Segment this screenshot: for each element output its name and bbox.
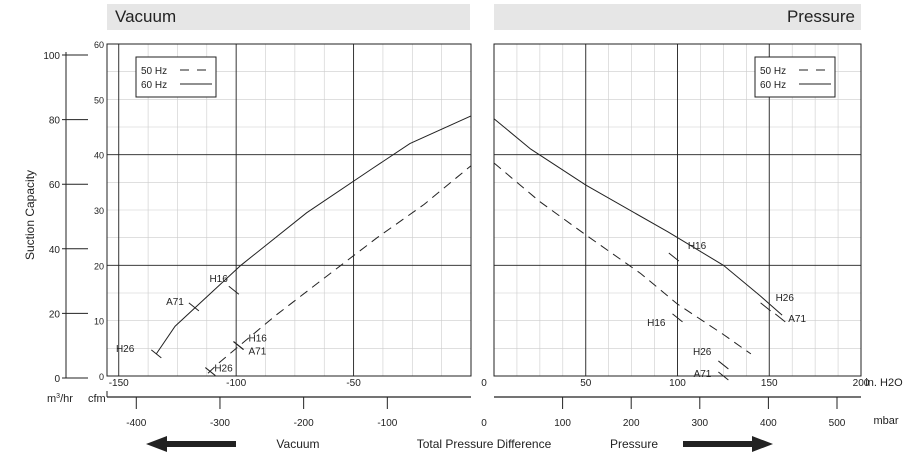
pressure-x-tick-label: 200: [853, 378, 870, 389]
vacuum-model-label: A71: [249, 347, 267, 358]
pressure-model-marker: [672, 313, 683, 323]
pressure-model-label: A71: [788, 314, 806, 325]
m3hr-tick-label: 20: [49, 309, 61, 320]
pressure-minor-grid: [494, 44, 861, 376]
pressure-model-label: H16: [688, 241, 707, 252]
m3hr-tick-label: 60: [49, 180, 61, 191]
mbar-vacuum-tick-label: -300: [210, 418, 230, 429]
vacuum-series-50hz-line: [207, 165, 472, 374]
vacuum-x-tick-label: -100: [226, 378, 246, 389]
pressure-series-60hz-line: [493, 118, 783, 316]
mbar-vacuum-tick-label: -100: [377, 418, 397, 429]
vacuum-model-marker: [233, 341, 244, 350]
axis-labels: Suction Capacity in. H2O mbar 0 0 Vacuum…: [23, 170, 903, 451]
cfm-tick-label: 20: [94, 261, 104, 271]
vacuum-plot-frame: [106, 43, 472, 377]
zero-label-in-h2o: 0: [481, 378, 487, 389]
m3hr-tick-label: 80: [49, 116, 61, 127]
pressure-legend: 50 Hz 60 Hz: [754, 56, 836, 98]
vacuum-model-marker: [205, 367, 216, 376]
m3hr-tick-label: 0: [54, 374, 60, 385]
pressure-series-50hz-line: [493, 162, 752, 355]
pressure-model-marker: [774, 313, 786, 323]
vacuum-model-marker: [188, 302, 200, 312]
vacuum-major-grid: [107, 44, 471, 376]
pressure-legend-box: [754, 56, 836, 98]
mbar-vacuum-tick-label: -400: [126, 418, 146, 429]
axes-group: 0 10 20 30 40 50 60 0 20 40 60 80 100 -400 -300 -200 -10…: [43, 40, 861, 429]
vacuum-x-tick-label: -150: [109, 378, 129, 389]
vacuum-model-label: H16: [249, 334, 268, 345]
cfm-tick-label: 30: [94, 206, 104, 216]
vacuum-series-60hz-line: [155, 115, 472, 355]
pressure-model-label: H26: [776, 293, 795, 304]
pressure-legend-label: 60 Hz: [760, 80, 786, 91]
mbar-pressure-tick-label: 400: [760, 418, 777, 429]
mbar-vacuum-tick-label: -200: [294, 418, 314, 429]
mbar-unit-label: mbar: [873, 415, 898, 427]
vacuum-model-label: H26: [214, 364, 233, 375]
vacuum-direction-label: Vacuum: [276, 437, 319, 451]
mbar-pressure-tick-label: 100: [554, 418, 571, 429]
m3hr-tick-label: 100: [43, 51, 60, 62]
cfm-unit-label: cfm: [88, 393, 106, 405]
cfm-tick-label: 10: [94, 317, 104, 327]
m3hr-tick-label: 40: [49, 245, 61, 256]
in-h2o-unit-label: in. H2O: [865, 377, 903, 389]
m3hr-unit-label: m3/hr: [47, 393, 73, 405]
pressure-direction-label: Pressure: [610, 437, 658, 451]
pressure-model-marker: [718, 371, 729, 381]
vacuum-legend: 50 Hz 60 Hz: [135, 56, 217, 98]
pressure-legend-label: 50 Hz: [760, 66, 786, 77]
pressure-x-tick-label: 100: [669, 378, 686, 389]
pressure-x-tick-label: 50: [580, 378, 592, 389]
cfm-tick-label: 60: [94, 40, 104, 50]
pressure-panel-title: Pressure: [494, 4, 861, 30]
vacuum-x-tick-label: -50: [346, 378, 361, 389]
mbar-pressure-tick-label: 300: [691, 418, 708, 429]
pressure-model-label: H16: [647, 318, 666, 329]
mbar-pressure-tick-label: 500: [829, 418, 846, 429]
cfm-tick-label: 0: [99, 372, 104, 382]
cfm-tick-label: 50: [94, 95, 104, 105]
vacuum-legend-label: 60 Hz: [141, 80, 167, 91]
vacuum-model-marker: [228, 285, 240, 295]
vacuum-arrow-icon: [146, 436, 236, 452]
pressure-model-marker: [668, 252, 680, 262]
vacuum-model-label: H26: [116, 344, 135, 355]
direction-arrows: [146, 436, 773, 452]
vacuum-legend-box: [135, 56, 217, 98]
pressure-plot-frame: [493, 43, 862, 377]
pressure-x-tick-label: 150: [761, 378, 778, 389]
pressure-model-label: A71: [694, 369, 712, 380]
zero-label-mbar: 0: [481, 418, 487, 429]
x-axis-title: Total Pressure Difference: [417, 437, 552, 451]
vacuum-model-label: H16: [209, 274, 228, 285]
vacuum-panel-title: Vacuum: [107, 4, 470, 30]
pressure-model-marker: [760, 302, 771, 312]
y-axis-title: Suction Capacity: [23, 170, 37, 260]
pressure-plot: 50 100 150 200 H16 H26 A71 H16 H26 A71 50 Hz 60 Hz: [493, 43, 870, 389]
pressure-model-marker: [718, 360, 729, 370]
vacuum-model-label: A71: [166, 297, 184, 308]
vacuum-model-marker: [151, 349, 162, 359]
vacuum-legend-label: 50 Hz: [141, 66, 167, 77]
cfm-tick-label: 40: [94, 151, 104, 161]
mbar-pressure-tick-label: 200: [623, 418, 640, 429]
vacuum-plot: -150 -100 -50 H26 A71 H16 H26 H16 A71 50 Hz 60 Hz: [106, 43, 472, 389]
pressure-model-label: H26: [693, 347, 712, 358]
pressure-arrow-icon: [683, 436, 773, 452]
